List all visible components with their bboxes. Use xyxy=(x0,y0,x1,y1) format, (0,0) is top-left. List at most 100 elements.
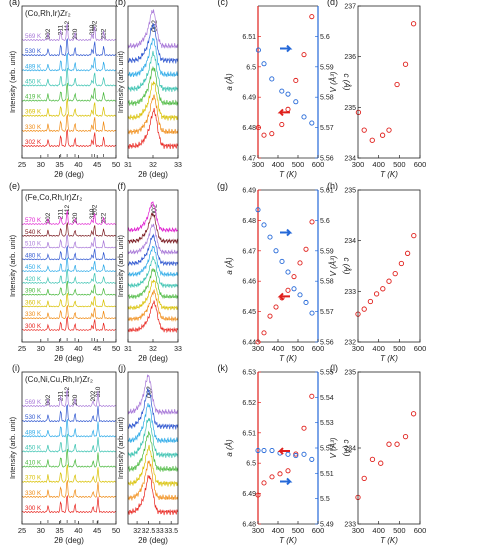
a-tick-label: 6.48 xyxy=(242,125,256,132)
c-tick-label: 5.55 xyxy=(320,370,334,377)
zoom-trace xyxy=(127,288,179,322)
x-tick-label: 31 xyxy=(124,346,132,353)
a-tick-label: 6.53 xyxy=(242,370,256,377)
temperature-label: 489 K xyxy=(25,429,42,436)
x-tick-label: 300 xyxy=(352,344,365,353)
a-data-point xyxy=(285,468,291,474)
x-axis-label: 2θ (deg) xyxy=(138,354,168,363)
xrd-trace xyxy=(21,257,117,273)
xrd-trace xyxy=(21,245,117,261)
a-data-point xyxy=(293,451,299,457)
zoom-trace xyxy=(127,256,179,289)
xrd-trace xyxy=(21,210,116,225)
c-tick-label: 5.6 xyxy=(320,218,330,225)
peak-hkl-label: 202 xyxy=(92,204,99,215)
c-data-point xyxy=(261,447,267,454)
x-tick-label: 300 xyxy=(252,344,265,353)
peak-hkl-label: 310 xyxy=(89,24,96,35)
a-data-point xyxy=(301,52,307,58)
xrd-panel: (i) (Co,Ni,Cu,Rh,Ir)Zr₂ 25 30 35 40 45 50 2θ (de… xyxy=(8,363,120,545)
c-data-point xyxy=(291,286,297,292)
c-axis-arrow xyxy=(280,44,293,53)
x-tick-label: 40 xyxy=(74,526,82,535)
c-data-point xyxy=(293,99,299,105)
x-tick-label: 50 xyxy=(112,160,120,169)
zoom-trace xyxy=(127,245,179,278)
x-tick-label: 300 xyxy=(252,160,265,169)
c-tick-label: 5.58 xyxy=(320,279,334,286)
y-tick-label: 233 xyxy=(344,522,356,529)
a-tick-label: 6.5 xyxy=(246,461,256,468)
y-axis-label: V (Å³) xyxy=(329,255,338,276)
a-data-point xyxy=(269,131,275,137)
c-tick-label: 5.54 xyxy=(320,395,334,402)
a-data-point xyxy=(309,14,315,20)
x-tick-label: 35 xyxy=(55,344,63,353)
peak-hkl-label: 222 xyxy=(101,212,108,223)
c-data-point xyxy=(261,61,267,67)
temperature-label: 450 K xyxy=(25,78,42,85)
temperature-label: 330 K xyxy=(25,311,42,318)
volume-data-point xyxy=(398,260,405,267)
volume-data-point xyxy=(380,286,386,292)
volume-data-point xyxy=(386,441,392,447)
volume-data-point xyxy=(404,250,411,256)
c-data-point xyxy=(255,47,261,53)
zoom-trace xyxy=(127,460,179,501)
c-axis-arrow xyxy=(280,477,293,486)
panel-label: (b) xyxy=(115,0,126,7)
lattice-panel: (g) 300 400 500 600 T (K) 6.44 6.45 6.46 6.47 6.48… xyxy=(217,181,351,363)
c-data-point xyxy=(285,451,291,457)
x-tick-label: 33.5 xyxy=(164,528,178,535)
c-tick-label: 5.51 xyxy=(320,471,334,478)
a-data-point xyxy=(277,471,283,477)
peak-label: 002 xyxy=(147,386,154,398)
a-data-point xyxy=(269,474,275,480)
x-tick-label: 30 xyxy=(37,344,45,353)
xrd-trace xyxy=(22,23,117,42)
x-tick-label: 400 xyxy=(272,344,285,353)
panel-label: (g) xyxy=(217,181,228,191)
lattice-panel: (k) 300 400 500 600 T (K) 6.48 6.49 6.5 6.51 6.52 6… xyxy=(218,363,352,545)
volume-data-point xyxy=(379,132,386,138)
xrd-trace xyxy=(21,315,117,331)
zoom-frame xyxy=(127,189,179,343)
volume-frame xyxy=(357,5,421,159)
zoom-trace xyxy=(127,108,179,150)
a-data-point xyxy=(267,313,273,319)
y-tick-label: 235 xyxy=(344,105,356,112)
a-data-point xyxy=(261,480,267,486)
c-tick-label: 5.59 xyxy=(320,248,334,255)
temperature-label: 420 K xyxy=(25,276,42,283)
panel-label: (e) xyxy=(9,181,20,191)
x-tick-label: 500 xyxy=(393,344,406,353)
volume-data-point xyxy=(361,127,367,133)
volume-data-point xyxy=(392,270,398,277)
x-tick-label: 600 xyxy=(312,160,325,169)
zoom-trace xyxy=(127,474,179,516)
peak-hkl-label: 211 xyxy=(58,24,65,35)
a-tick-label: 6.52 xyxy=(242,400,256,407)
x-tick-label: 45 xyxy=(93,160,101,169)
y-tick-label: 235 xyxy=(344,370,356,377)
x-axis-label: T (K) xyxy=(279,170,297,179)
y-axis-label: Intensity (arb. unit) xyxy=(116,416,125,479)
x-tick-label: 25 xyxy=(18,526,26,535)
c-data-point xyxy=(309,310,315,316)
a-tick-label: 6.44 xyxy=(242,340,256,347)
xrd-frame xyxy=(21,5,117,159)
temperature-label: 569 K xyxy=(25,399,42,406)
volume-data-point xyxy=(361,306,367,312)
a-data-point xyxy=(261,330,267,336)
x-tick-label: 600 xyxy=(414,526,427,535)
xrd-trace xyxy=(22,389,117,408)
a-axis-arrow xyxy=(277,447,290,455)
xrd-trace xyxy=(21,280,117,296)
c-axis-label: c (Å) xyxy=(342,74,351,91)
x-tick-label: 600 xyxy=(414,160,427,169)
temperature-label: 569 K xyxy=(25,33,42,40)
xrd-trace xyxy=(21,222,117,237)
x-axis-label: T (K) xyxy=(380,536,398,545)
peak-hkl-label: 310 xyxy=(95,386,102,397)
